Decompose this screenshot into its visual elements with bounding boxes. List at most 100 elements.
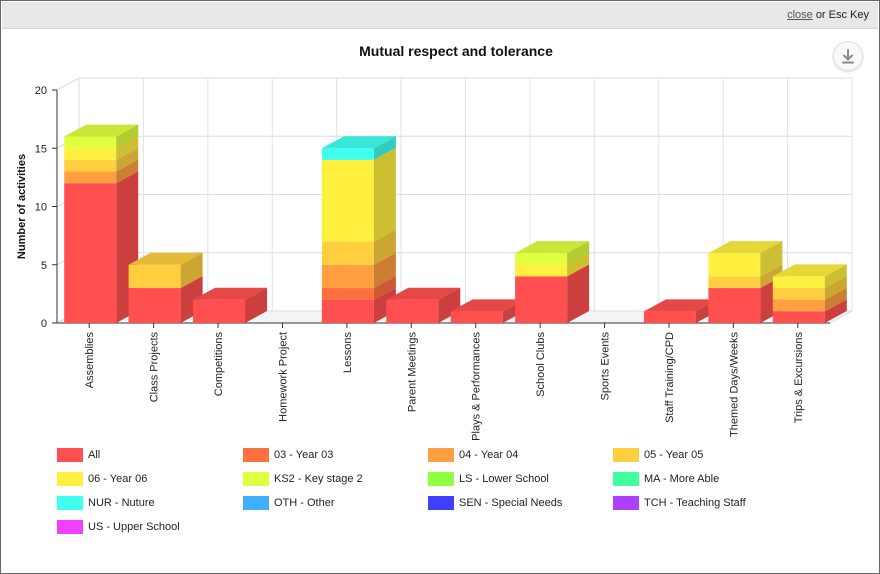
bar-segment-side [180, 252, 203, 289]
x-tick-label: Competitions [213, 332, 225, 397]
bar-segment-side [567, 241, 590, 265]
bar-top [193, 287, 268, 300]
legend-swatch [428, 496, 454, 510]
legend-label: 04 - Year 04 [459, 449, 519, 461]
close-suffix: or Esc Key [815, 9, 869, 21]
bar-segment[interactable] [386, 299, 439, 323]
bar-top [386, 287, 461, 300]
bar-segment-side [116, 136, 139, 160]
bar-segment[interactable] [128, 264, 181, 289]
x-tick-label: Trips & Excursions [793, 332, 805, 424]
bar-segment[interactable] [772, 288, 825, 300]
bar-top [515, 241, 590, 254]
bar-segment-side [116, 124, 139, 149]
close-link[interactable]: close [787, 9, 813, 21]
y-tick-label: 10 [35, 202, 47, 214]
chart-title: Mutual respect and tolerance [359, 43, 553, 59]
legend-label: LS - Lower School [459, 473, 549, 485]
legend-swatch [613, 472, 639, 486]
bar-segment-side [824, 287, 847, 312]
bar-top [643, 299, 718, 312]
y-tick-label: 0 [41, 318, 47, 330]
bar-segment-side [760, 241, 783, 277]
y-tick-label: 20 [35, 85, 47, 97]
legend-swatch [57, 520, 83, 534]
bar-segment[interactable] [193, 299, 246, 323]
x-tick-label: Assemblies [84, 332, 96, 389]
legend-swatch [428, 448, 454, 462]
y-tick-label: 5 [41, 260, 47, 272]
x-tick-label: Homework Project [277, 332, 289, 422]
x-tick-label: Lessons [342, 332, 354, 373]
bar-segment-side [824, 276, 847, 300]
bar-segment[interactable] [515, 264, 568, 277]
x-tick-label: Themed Days/Weeks [728, 332, 740, 437]
grid-line-side [56, 77, 80, 91]
download-button[interactable] [833, 41, 863, 71]
legend-swatch [57, 472, 83, 486]
bar-segment-side [373, 252, 396, 289]
bar-segment[interactable] [708, 276, 761, 289]
bar-segment[interactable] [772, 276, 825, 289]
y-axis-label: Number of activities [16, 154, 28, 259]
legend-label: MA - More Able [644, 473, 720, 485]
legend-label: 03 - Year 03 [274, 449, 334, 461]
x-tick-label: Staff Training/CPD [664, 332, 676, 423]
bar-segment[interactable] [64, 148, 117, 160]
bar-segment[interactable] [128, 288, 181, 323]
legend-label: All [88, 449, 101, 461]
legend-swatch [243, 448, 269, 462]
bar-segment[interactable] [321, 241, 374, 265]
bar-top [450, 299, 525, 312]
bar-top [772, 264, 847, 277]
bar-segment-side [116, 147, 139, 172]
x-tick-label: Parent Meetings [406, 332, 418, 413]
bar-segment[interactable] [64, 183, 117, 323]
x-tick-label: Class Projects [149, 332, 161, 403]
bar-segment[interactable] [515, 276, 568, 323]
download-icon [842, 49, 854, 64]
legend-label: SEN - Special Needs [459, 497, 563, 509]
bar-segment-side [373, 276, 396, 300]
legend-label: US - Upper School [88, 521, 180, 533]
legend-label: OTH - Other [274, 497, 335, 509]
bar-segment[interactable] [450, 311, 503, 323]
bar-segment[interactable] [64, 159, 117, 172]
bar-top [128, 252, 203, 265]
bar-top [321, 136, 396, 149]
bar-segment-side [824, 299, 847, 323]
bar-segment[interactable] [64, 171, 117, 184]
legend-label: TCH - Teaching Staff [644, 497, 746, 509]
bar-segment[interactable] [64, 136, 117, 149]
legend-label: 06 - Year 06 [88, 473, 148, 485]
bar-segment[interactable] [321, 288, 374, 300]
bar-segment[interactable] [772, 299, 825, 312]
bar-segment[interactable] [321, 264, 374, 289]
bar-segment[interactable] [772, 311, 825, 323]
bar-segment-side [373, 287, 396, 323]
close-hint: close or Esc Key [787, 9, 869, 21]
dialog-topbar: close or Esc Key [2, 2, 878, 29]
bar-segment[interactable] [643, 311, 696, 323]
bar-segment-side [567, 264, 590, 323]
bar-segment[interactable] [515, 253, 568, 265]
bar-segment[interactable] [708, 253, 761, 277]
x-tick-label: Plays & Performances [471, 332, 483, 441]
legend-label: NUR - Nuture [88, 497, 155, 509]
legend-swatch [613, 496, 639, 510]
bar-segment-side [373, 229, 396, 265]
bar-segment[interactable] [708, 288, 761, 323]
bar-top [708, 241, 783, 254]
bar-segment[interactable] [321, 159, 374, 242]
bar-segment-side [824, 264, 847, 289]
legend-label: KS2 - Key stage 2 [274, 473, 363, 485]
bar-segment[interactable] [321, 148, 374, 160]
bar-segment-side [373, 136, 396, 160]
x-tick-label: School Clubs [535, 332, 547, 397]
legend-swatch [243, 472, 269, 486]
bar-segment-side [116, 159, 139, 184]
legend-swatch [57, 448, 83, 462]
legend-swatch [428, 472, 454, 486]
bar-segment[interactable] [321, 299, 374, 323]
